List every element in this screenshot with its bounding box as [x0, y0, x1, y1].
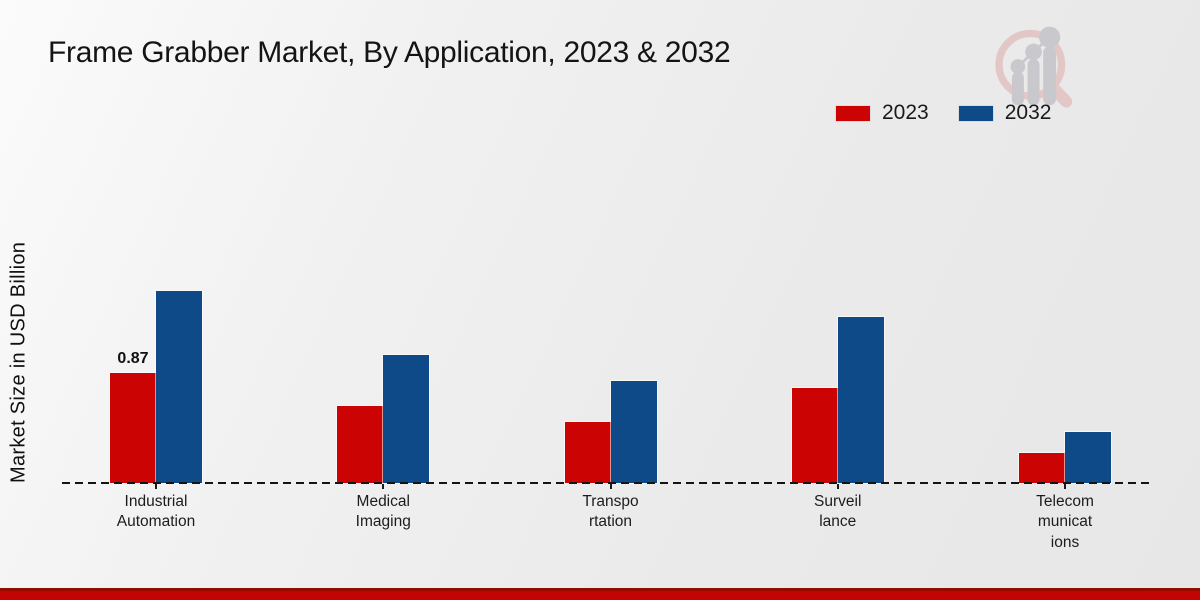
category-label-telecommunications: Telecom municat ions [1036, 493, 1094, 551]
footer-bar [0, 588, 1200, 600]
x-axis-tick-medical-imaging [382, 484, 385, 489]
bar-2032-medical-imaging [383, 355, 430, 483]
category-label-industrial-automation: Industrial Automation [116, 493, 196, 531]
bar-2023-medical-imaging [337, 406, 384, 483]
legend-item-2032: 2032 [958, 101, 1052, 125]
legend-label-2023: 2023 [882, 101, 929, 124]
x-axis-line [62, 482, 1154, 484]
bar-2023-telecommunications [1019, 453, 1065, 483]
chart-title: Frame Grabber Market, By Application, 20… [48, 36, 731, 69]
x-axis-tick-surveillance [836, 484, 839, 489]
legend: 2023 2032 [836, 101, 1051, 125]
x-axis-tick-transportation [609, 484, 612, 489]
bar-2032-surveillance [837, 317, 884, 483]
x-axis-tick-industrial-automation [155, 484, 157, 489]
category-label-medical-imaging: Medical Imaging [355, 493, 411, 531]
legend-swatch-2032 [958, 105, 993, 121]
x-axis-tick-telecommunications [1064, 484, 1066, 489]
bar-2032-industrial-automation [156, 291, 202, 483]
bar-2023-industrial-automation [110, 373, 156, 483]
category-label-surveillance: Surveil lance [814, 493, 862, 531]
legend-label-2032: 2032 [1004, 101, 1052, 124]
legend-swatch-2023 [836, 105, 870, 121]
bar-2032-telecommunications [1065, 432, 1111, 483]
bar-2023-surveillance [791, 388, 838, 483]
bar-value-label: 0.87 [117, 350, 149, 367]
bar-2032-transportation [610, 381, 657, 483]
category-label-transportation: Transpo rtation [582, 493, 639, 531]
legend-item-2023: 2023 [836, 101, 929, 125]
magnifier-bar-chart-logo-icon [995, 26, 1073, 108]
bar-2023-transportation [564, 422, 611, 483]
